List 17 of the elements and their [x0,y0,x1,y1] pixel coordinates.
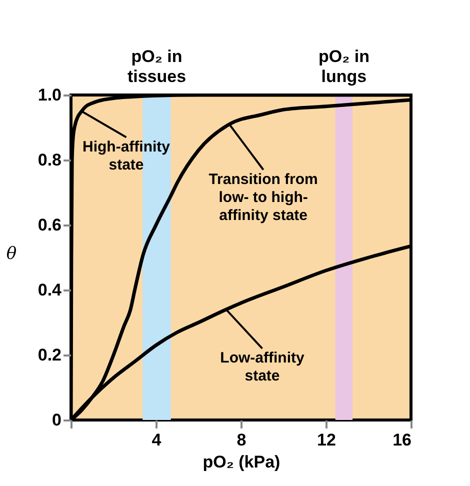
x-tick-label: 4 [152,430,162,450]
y-tick-label: 0 [52,410,62,430]
y-tick-label: 1.0 [38,86,62,104]
y-tick-label: 0.6 [38,216,62,234]
annotation: High-affinity state [82,138,171,174]
y-axis-title: θ [6,244,17,264]
annotation: Low-affinity state [220,350,305,384]
x-tick-label: 8 [236,430,246,450]
x-axis-title: pO₂ (kPa) [202,452,280,472]
y-tick-label: 0.4 [38,280,62,300]
y-tick-label: 0.2 [38,346,62,364]
band-label: pO₂ in tissues [127,47,186,86]
x-tick-label: 12 [317,430,336,450]
y-tick-label: 0.8 [38,150,62,170]
x-tick-label: 16 [392,430,412,450]
annotation: Transition from low- to high- affinity state [208,170,318,224]
band-label: pO₂ in lungs [318,47,370,86]
